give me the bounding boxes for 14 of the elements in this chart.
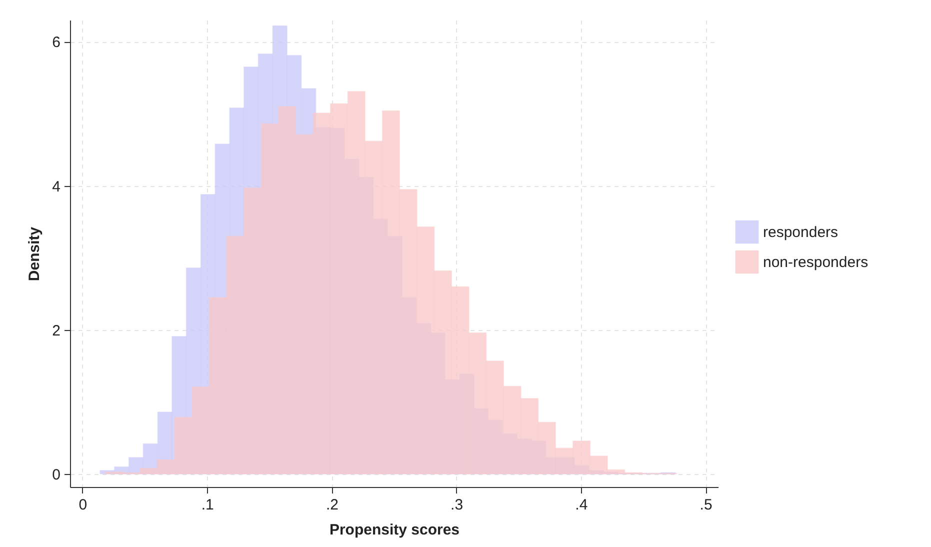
x-axis-title: Propensity scores	[329, 522, 460, 538]
x-tick-label: .3	[450, 496, 464, 514]
x-tick-label: .4	[575, 496, 588, 514]
y-tick-label: 4	[52, 178, 60, 196]
x-tick-label: 0	[78, 496, 88, 514]
y-tick-label: 2	[52, 322, 60, 340]
x-tick-label: .1	[201, 496, 214, 514]
y-tick-label: 6	[52, 34, 60, 52]
legend-label: non-responders	[763, 254, 868, 271]
x-tick-label: .5	[700, 496, 712, 514]
y-axis-title: Density	[26, 226, 44, 282]
x-tick-label: .2	[326, 496, 338, 514]
y-tick-label: 0	[52, 466, 60, 484]
legend-label: responders	[763, 224, 838, 241]
